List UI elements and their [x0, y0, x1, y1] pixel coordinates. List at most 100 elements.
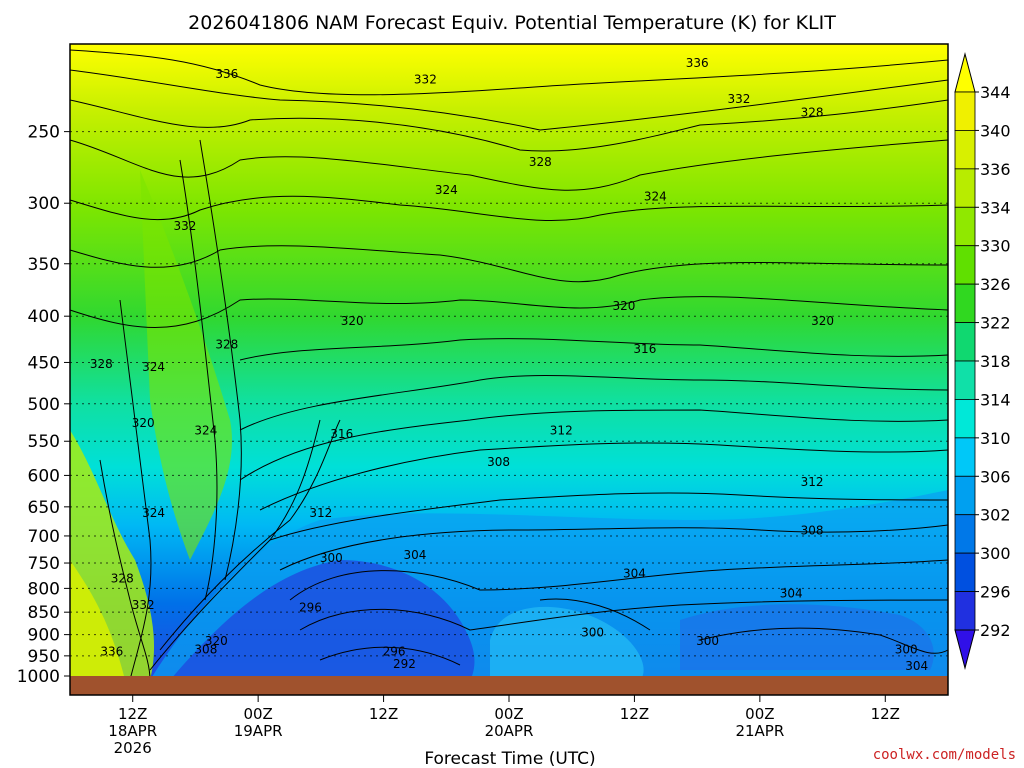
contour-label: 308	[801, 523, 824, 537]
x-tick-label: 00Z	[494, 705, 523, 723]
colorbar-label: 326	[980, 275, 1011, 294]
colorbar-label: 322	[980, 314, 1011, 333]
x-tick-label: 00Z	[745, 705, 774, 723]
contour-label: 332	[414, 73, 437, 87]
contour-label: 300	[696, 634, 719, 648]
y-axis: 250 300 350 400 450 500 550 600 650 700 750 800 850 9…	[17, 123, 70, 687]
y-tick-label: 400	[28, 307, 60, 327]
colorbar: 344 340 336 334 330 326 322 318 314 310 306 302 300 2…	[954, 52, 1011, 670]
contour-label: 324	[435, 183, 458, 197]
y-tick-label: 550	[28, 432, 60, 452]
ground-surface	[70, 676, 948, 695]
colorbar-bin	[954, 514, 976, 554]
contour-label: 332	[174, 219, 197, 233]
colorbar-bin	[954, 591, 976, 631]
y-tick-label: 300	[28, 194, 60, 214]
colorbar-top-arrow	[954, 52, 976, 93]
x-tick-label: 12Z	[369, 705, 398, 723]
contour-label: 296	[299, 601, 322, 615]
y-tick-label: 800	[28, 579, 60, 599]
x-tick-label: 12Z	[871, 705, 900, 723]
pressure-gridlines	[70, 131, 948, 657]
x-tick-label: 19APR	[234, 722, 283, 740]
y-tick-label: 600	[28, 466, 60, 486]
credit-text: coolwx.com/models	[873, 747, 1016, 763]
y-tick-label: 500	[28, 395, 60, 415]
contour-label: 320	[613, 299, 636, 313]
cyan-region-mid	[490, 606, 644, 680]
y-tick-label: 750	[28, 554, 60, 574]
contour-label: 328	[529, 155, 552, 169]
contour-label: 304	[905, 659, 928, 673]
colorbar-label: 344	[980, 83, 1011, 102]
contour-label: 336	[100, 645, 123, 659]
contour-label: 328	[111, 571, 134, 585]
x-tick-label: 21APR	[735, 722, 784, 740]
contour-label: 308	[487, 455, 510, 469]
colorbar-bin	[954, 322, 976, 362]
contour-label: 296	[383, 645, 406, 659]
contour-label: 328	[90, 357, 113, 371]
colorbar-label: 310	[980, 429, 1011, 448]
colorbar-label: 318	[980, 352, 1011, 371]
y-tick-label: 650	[28, 498, 60, 518]
contour-label: 324	[142, 506, 165, 520]
y-tick-label: 950	[28, 647, 60, 667]
colorbar-label: 292	[980, 621, 1011, 640]
contour-label: 292	[393, 657, 416, 671]
colorbar-bin	[954, 130, 976, 170]
x-tick-label: 18APR	[108, 722, 157, 740]
contour-label: 308	[194, 643, 217, 657]
contour-label: 304	[403, 548, 426, 562]
y-tick-label: 850	[28, 603, 60, 623]
y-tick-label: 1000	[17, 667, 60, 687]
colorbar-bin	[954, 206, 976, 247]
contour-labels: 336 332 336 332 328 328 324 324 332 320 320 320 316 3…	[90, 56, 928, 673]
contour-label: 320	[132, 416, 155, 430]
colorbar-label: 314	[980, 390, 1011, 409]
contour-label: 332	[132, 598, 155, 612]
colorbar-bin	[954, 399, 976, 439]
contour-label: 304	[780, 586, 803, 600]
contour-label: 336	[215, 67, 238, 81]
x-axis-title: Forecast Time (UTC)	[424, 749, 595, 768]
contour-label: 316	[633, 342, 656, 356]
contour-label: 336	[686, 56, 709, 70]
contour-label: 320	[811, 314, 834, 328]
colorbar-bin	[954, 475, 976, 516]
contour-label: 300	[320, 551, 343, 565]
contour-label: 312	[801, 475, 824, 489]
contour-label: 320	[205, 634, 228, 648]
y-tick-label: 700	[28, 527, 60, 547]
contour-label: 304	[623, 566, 646, 580]
colorbar-label: 302	[980, 506, 1011, 525]
contour-label: 328	[801, 105, 824, 119]
colorbar-bin	[954, 168, 976, 208]
y-tick-label: 250	[28, 123, 60, 143]
contour-label: 316	[330, 427, 353, 441]
colorbar-label: 300	[980, 544, 1011, 563]
contour-label: 312	[550, 423, 573, 437]
contour-label: 324	[142, 360, 165, 374]
contour-lines	[69, 49, 949, 681]
colorbar-bin	[954, 437, 976, 477]
colorbar-label: 306	[980, 467, 1011, 486]
colorbar-bin	[954, 360, 976, 400]
chart-title: 2026041806 NAM Forecast Equiv. Potential…	[188, 12, 836, 34]
contour-label: 300	[895, 643, 918, 657]
colorbar-label: 336	[980, 160, 1011, 179]
x-tick-label: 12Z	[620, 705, 649, 723]
colorbar-bin	[954, 245, 976, 285]
x-tick-label: 20APR	[485, 722, 534, 740]
colorbar-label: 334	[980, 198, 1011, 217]
colorbar-bottom-arrow	[954, 629, 976, 670]
colorbar-bin	[954, 283, 976, 323]
y-tick-label: 900	[28, 626, 60, 646]
contour-label: 300	[581, 625, 604, 639]
x-tick-label: 00Z	[243, 705, 272, 723]
y-tick-label: 350	[28, 255, 60, 275]
colorbar-label: 340	[980, 121, 1011, 140]
contour-label: 324	[194, 423, 217, 437]
